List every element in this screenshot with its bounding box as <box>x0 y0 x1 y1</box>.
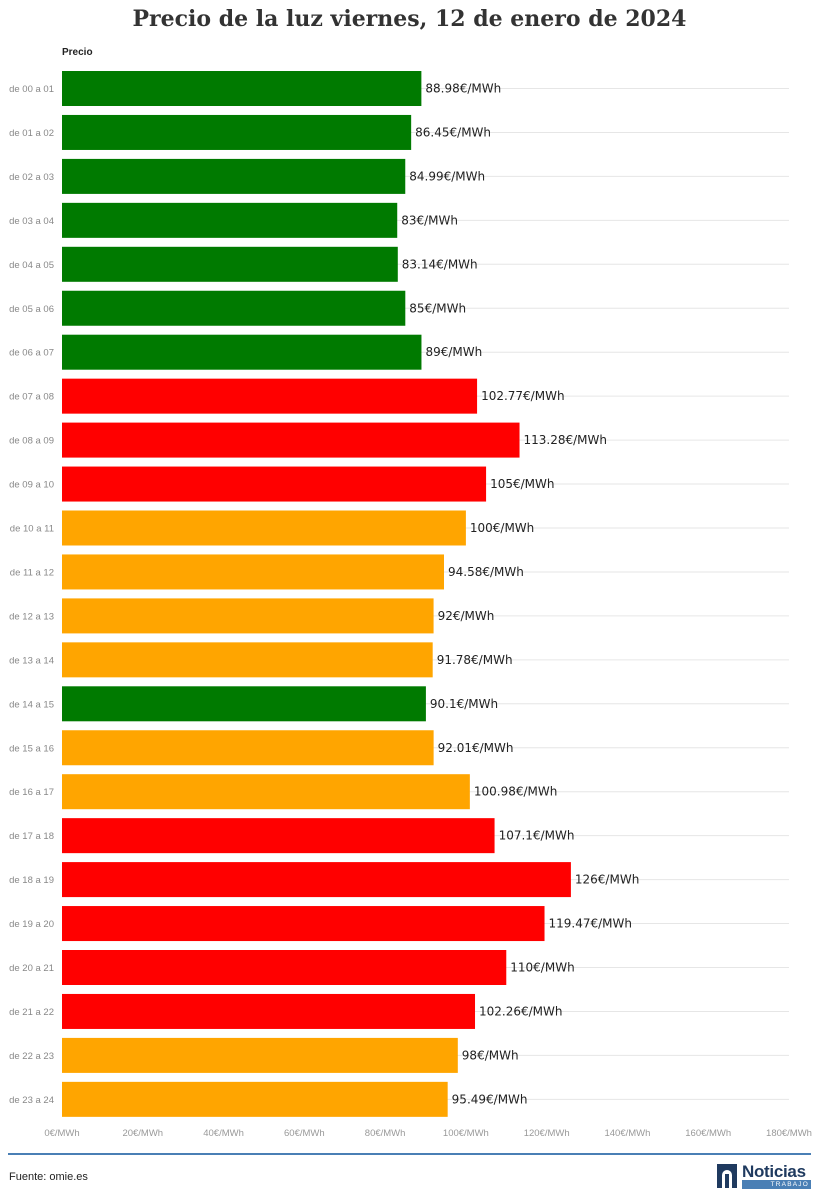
bar <box>62 378 478 414</box>
value-label: 105€/MWh <box>490 477 554 491</box>
bar <box>62 466 487 502</box>
value-label: 85€/MWh <box>409 301 466 315</box>
series-label: Precio <box>62 47 93 58</box>
category-label: de 00 a 01 <box>9 84 54 95</box>
value-label: 89€/MWh <box>425 345 482 359</box>
category-label: de 01 a 02 <box>9 128 54 139</box>
x-tick-label: 60€/MWh <box>284 1128 325 1139</box>
x-tick-label: 180€/MWh <box>766 1128 812 1139</box>
source-note: Fuente: omie.es <box>9 1171 88 1183</box>
category-label: de 08 a 09 <box>9 436 54 447</box>
chart-title: Precio de la luz viernes, 12 de enero de… <box>132 6 687 32</box>
bar <box>62 906 545 942</box>
category-label: de 06 a 07 <box>9 348 54 359</box>
category-label: de 14 a 15 <box>9 699 54 710</box>
value-label: 88.98€/MWh <box>425 82 501 96</box>
bar <box>62 114 412 150</box>
bar <box>62 334 422 370</box>
category-label: de 15 a 16 <box>9 743 54 754</box>
bar <box>62 642 433 678</box>
bar <box>62 862 571 898</box>
category-label: de 18 a 19 <box>9 875 54 886</box>
value-label: 102.26€/MWh <box>479 1004 563 1018</box>
category-label: de 11 a 12 <box>10 567 54 578</box>
value-label: 119.47€/MWh <box>549 917 633 931</box>
value-label: 83.14€/MWh <box>402 257 478 271</box>
value-label: 100€/MWh <box>470 521 534 535</box>
noticias-trabajo-logo: Noticias TRABAJO <box>717 1162 813 1189</box>
category-label: de 17 a 18 <box>9 831 54 842</box>
x-tick-label: 160€/MWh <box>685 1128 731 1139</box>
footer-divider <box>8 1153 811 1155</box>
bar <box>62 71 422 106</box>
value-label: 113.28€/MWh <box>524 433 608 447</box>
bar-chart: de 00 a 01 88.98€/MWh de 01 a 02 86.45€/MWh… <box>9 71 812 1139</box>
category-label: de 09 a 10 <box>9 480 54 491</box>
x-tick-label: 80€/MWh <box>365 1128 406 1139</box>
bar <box>62 993 476 1029</box>
category-label: de 10 a 11 <box>10 524 54 535</box>
value-label: 91.78€/MWh <box>437 653 513 667</box>
logo-mark-icon <box>717 1164 737 1188</box>
value-label: 126€/MWh <box>575 873 639 887</box>
value-label: 90.1€/MWh <box>430 697 498 711</box>
bar <box>62 554 444 590</box>
category-label: de 12 a 13 <box>9 611 54 622</box>
value-label: 110€/MWh <box>510 961 574 975</box>
category-label: de 13 a 14 <box>9 655 54 666</box>
value-label: 84.99€/MWh <box>409 169 485 183</box>
x-tick-label: 40€/MWh <box>203 1128 244 1139</box>
bar <box>62 202 398 238</box>
x-tick-label: 120€/MWh <box>524 1128 570 1139</box>
bar <box>62 774 470 810</box>
bar <box>62 730 434 766</box>
value-label: 92.01€/MWh <box>438 741 514 755</box>
bar <box>62 290 406 326</box>
bar <box>62 246 398 282</box>
category-label: de 21 a 22 <box>9 1007 54 1018</box>
value-label: 100.98€/MWh <box>474 785 558 799</box>
value-label: 95.49€/MWh <box>452 1092 528 1106</box>
logo-name: Noticias <box>742 1162 806 1181</box>
bar <box>62 950 507 985</box>
category-label: de 20 a 21 <box>9 963 54 974</box>
bar <box>62 1081 448 1117</box>
category-label: de 19 a 20 <box>9 919 54 930</box>
value-label: 107.1€/MWh <box>499 829 575 843</box>
value-label: 98€/MWh <box>462 1048 519 1062</box>
category-label: de 23 a 24 <box>9 1095 54 1106</box>
x-tick-label: 0€/MWh <box>44 1128 79 1139</box>
x-tick-label: 20€/MWh <box>122 1128 163 1139</box>
category-label: de 02 a 03 <box>9 172 54 183</box>
category-label: de 07 a 08 <box>9 392 54 403</box>
category-label: de 03 a 04 <box>9 216 54 227</box>
value-label: 94.58€/MWh <box>448 565 524 579</box>
logo-subtitle: TRABAJO <box>742 1180 811 1189</box>
category-label: de 04 a 05 <box>9 260 54 271</box>
value-label: 102.77€/MWh <box>481 389 565 403</box>
bar <box>62 1037 458 1073</box>
x-tick-label: 140€/MWh <box>604 1128 650 1139</box>
bar <box>62 686 426 722</box>
bar <box>62 818 495 854</box>
bar <box>62 510 466 546</box>
bar <box>62 158 406 194</box>
value-label: 86.45€/MWh <box>415 125 491 139</box>
value-label: 83€/MWh <box>401 213 458 227</box>
x-tick-label: 100€/MWh <box>443 1128 489 1139</box>
category-label: de 16 a 17 <box>9 787 54 798</box>
bar <box>62 422 520 458</box>
category-label: de 22 a 23 <box>9 1051 54 1062</box>
bar <box>62 598 434 634</box>
category-label: de 05 a 06 <box>9 304 54 315</box>
value-label: 92€/MWh <box>438 609 495 623</box>
